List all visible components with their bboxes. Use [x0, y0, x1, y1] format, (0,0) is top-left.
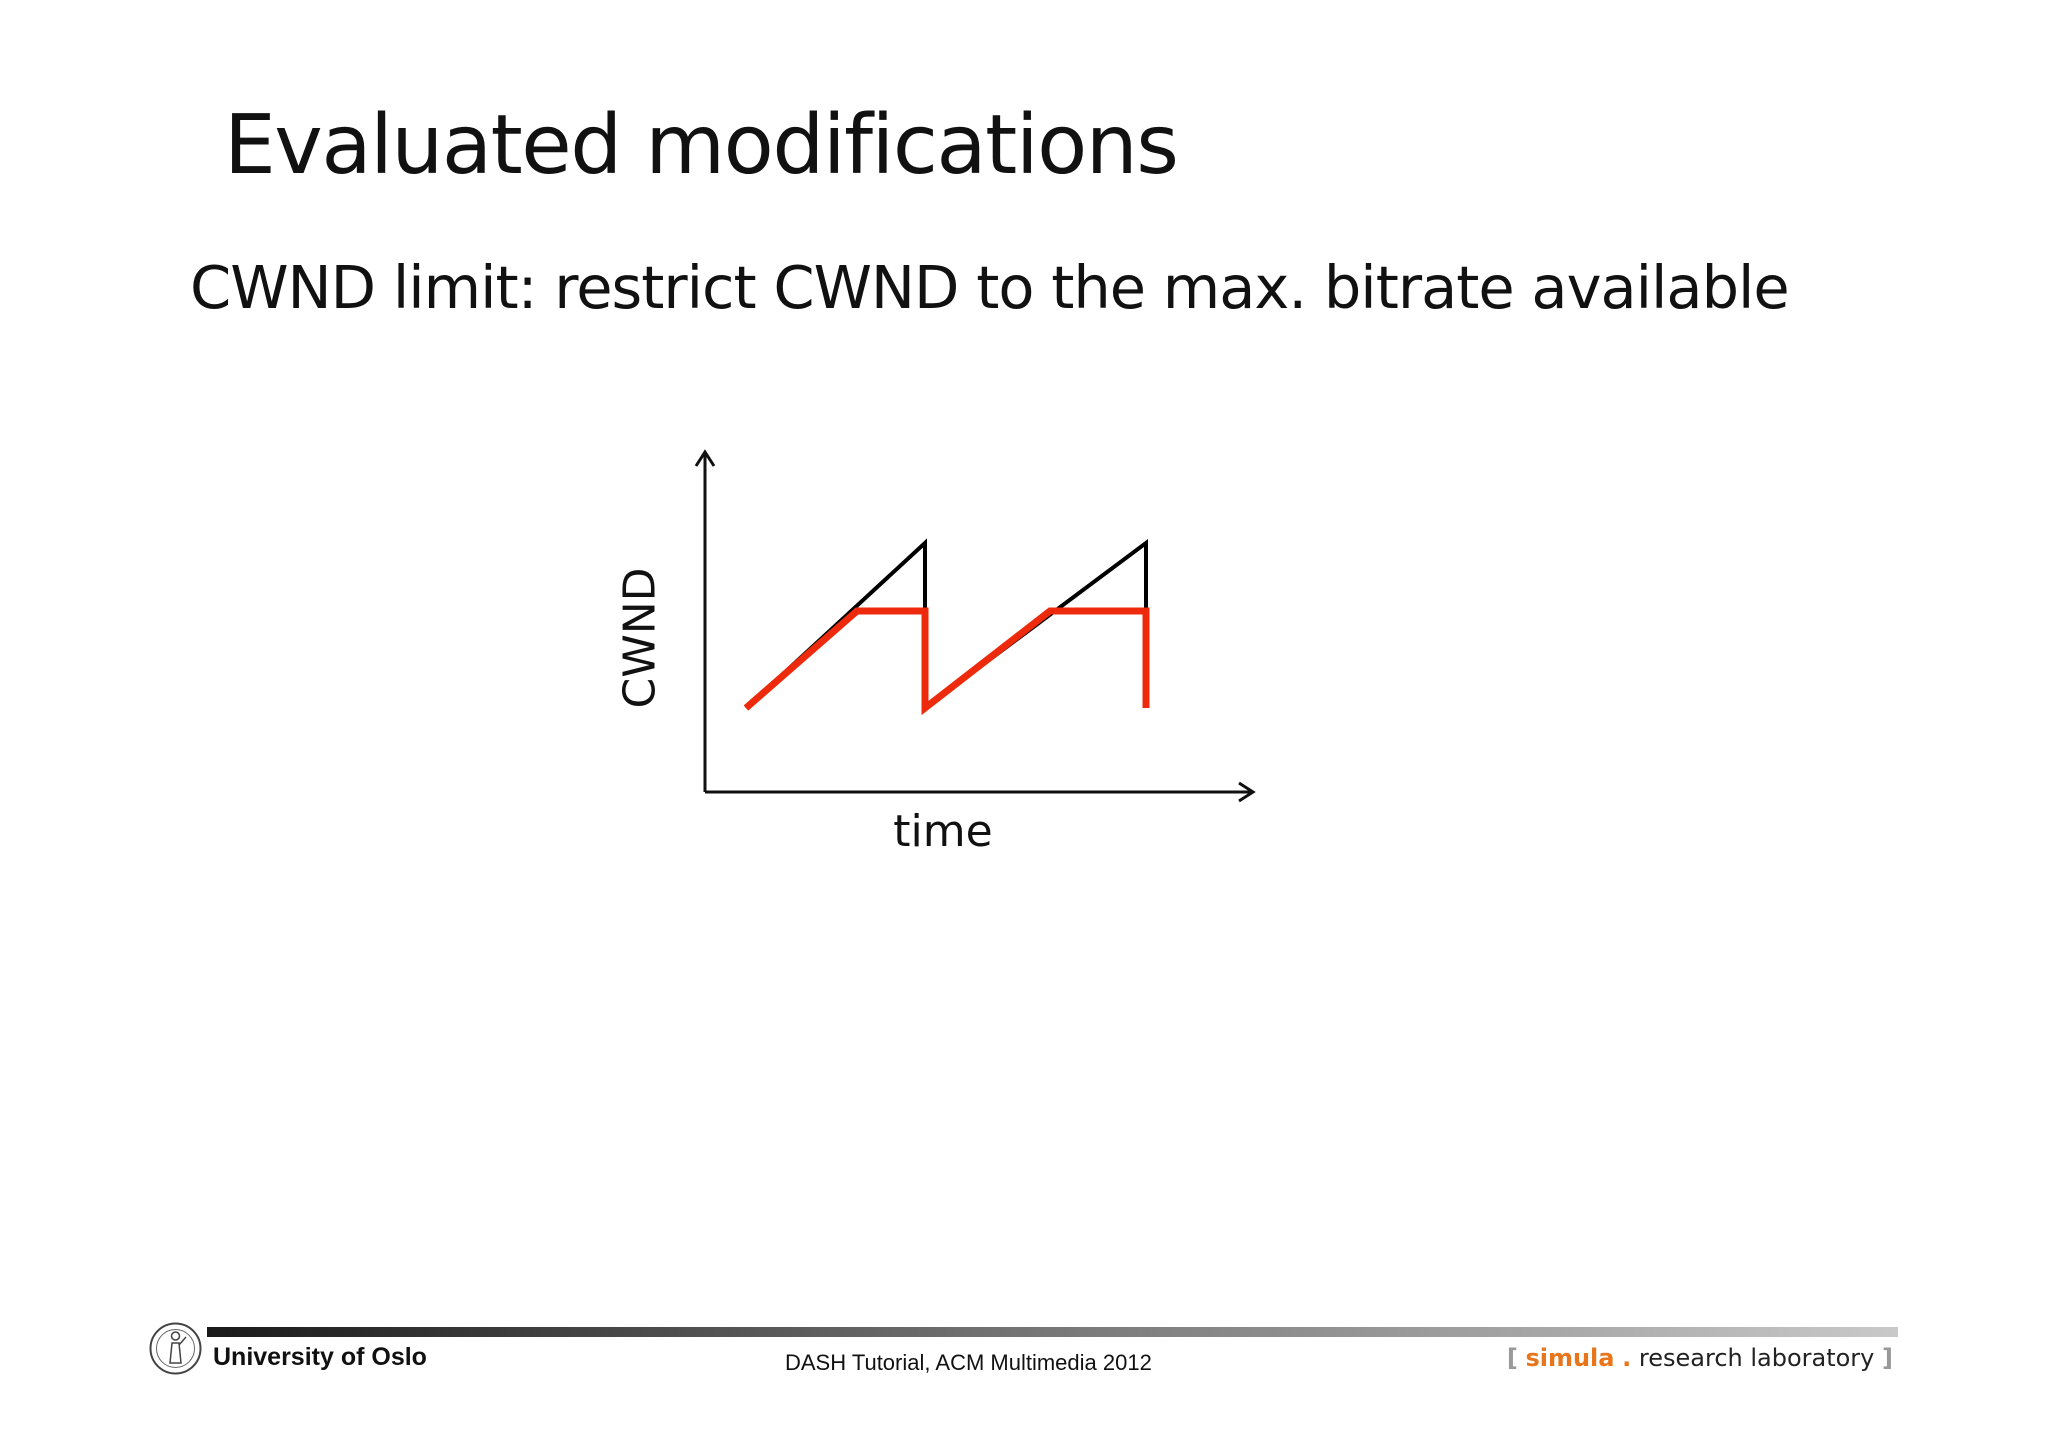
- x-axis-label: time: [893, 806, 992, 857]
- event-name: DASH Tutorial, ACM Multimedia 2012: [785, 1350, 1152, 1376]
- university-name: University of Oslo: [213, 1343, 427, 1372]
- simula-logo: [ simula . research laboratory ]: [1507, 1344, 1893, 1372]
- logo-dot: .: [1622, 1344, 1631, 1372]
- logo-close-bracket: ]: [1882, 1344, 1893, 1372]
- logo-brand: simula: [1525, 1344, 1614, 1372]
- logo-open-bracket: [: [1507, 1344, 1518, 1372]
- footer-divider-bar: [207, 1327, 1898, 1337]
- logo-rest: research laboratory: [1639, 1344, 1875, 1372]
- limited-cwnd-line: [746, 611, 1146, 708]
- unlimited-cwnd-line: [746, 543, 1146, 708]
- university-seal-icon: [148, 1321, 203, 1376]
- y-axis-label: CWND: [615, 567, 666, 708]
